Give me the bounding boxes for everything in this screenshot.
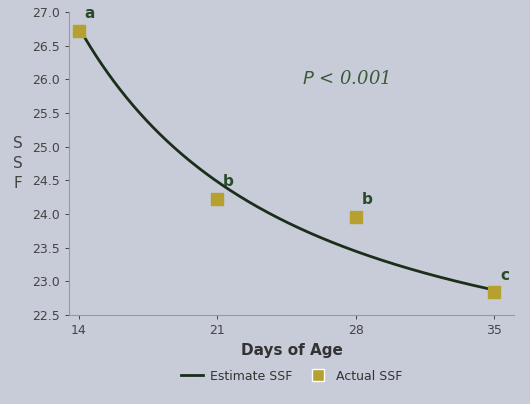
Text: b: b xyxy=(362,192,373,207)
Text: a: a xyxy=(85,6,95,21)
Text: c: c xyxy=(500,269,509,284)
Text: $\mathit{P}$ < 0.001: $\mathit{P}$ < 0.001 xyxy=(302,70,390,88)
X-axis label: Days of Age: Days of Age xyxy=(241,343,342,358)
Legend: Estimate SSF, Actual SSF: Estimate SSF, Actual SSF xyxy=(176,365,407,388)
Y-axis label: S
S
F: S S F xyxy=(13,136,23,191)
Text: b: b xyxy=(223,174,234,189)
